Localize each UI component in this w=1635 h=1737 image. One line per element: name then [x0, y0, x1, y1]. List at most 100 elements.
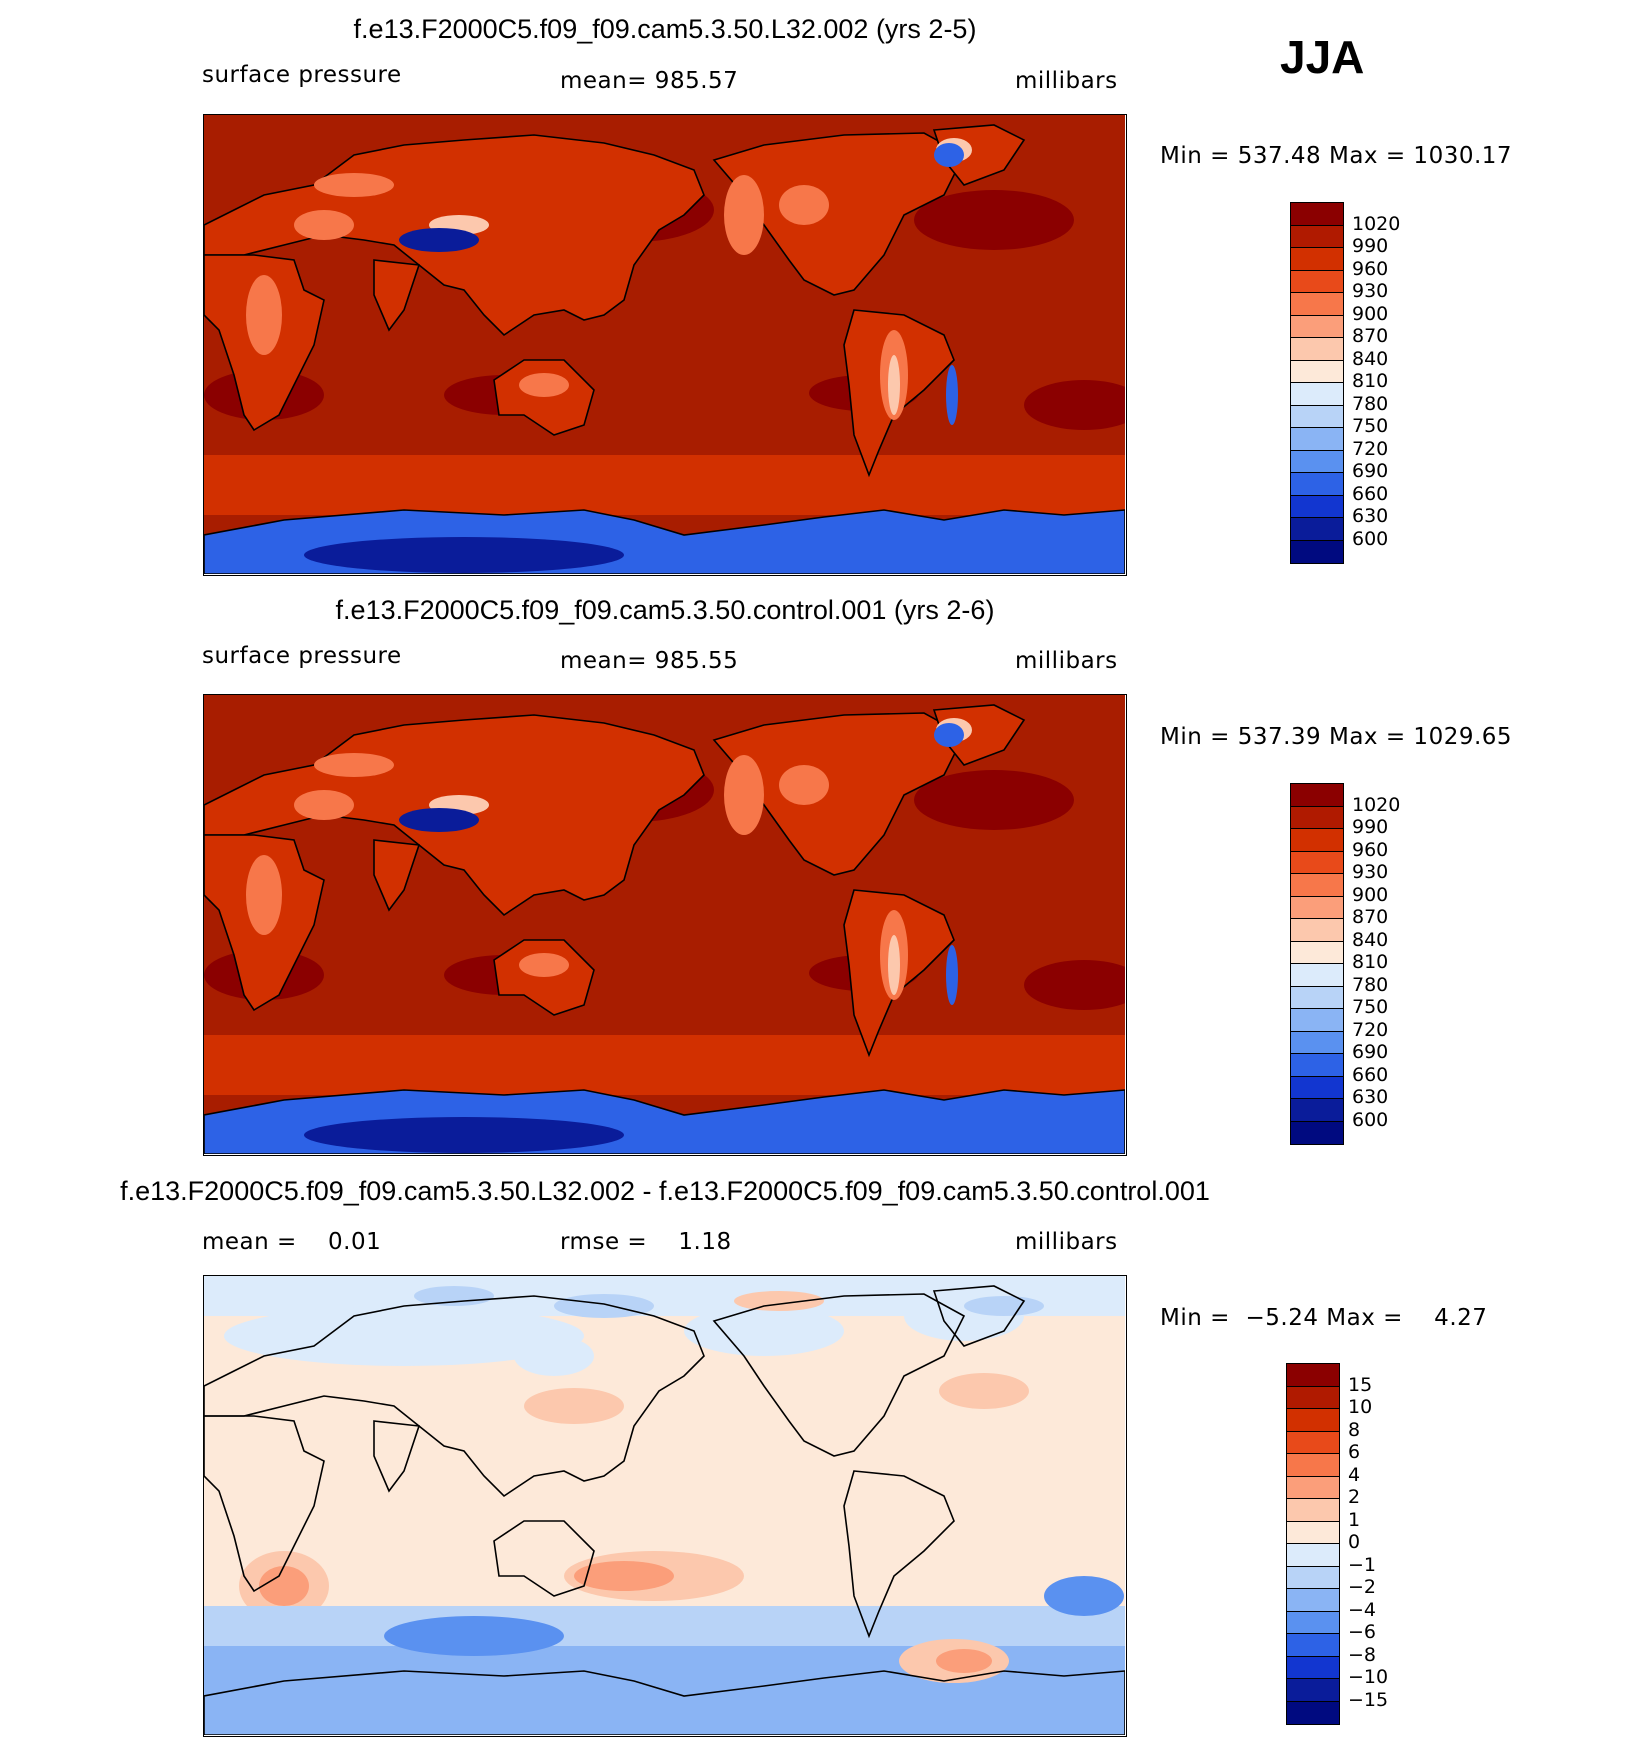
colorbar-tick-label: −8	[1348, 1643, 1377, 1666]
colorbar-swatch	[1291, 1031, 1343, 1054]
colorbar-swatch	[1291, 360, 1343, 383]
negative-anomaly	[1044, 1576, 1124, 1616]
colorbar-swatch	[1291, 874, 1343, 897]
colorbar-swatch	[1291, 293, 1343, 316]
elevated-terrain	[779, 765, 829, 805]
colorbar-swatch	[1287, 1521, 1339, 1544]
colorbar-swatch	[1291, 405, 1343, 428]
eurasia-outline	[204, 1295, 705, 1498]
high-pressure-contour	[1024, 380, 1125, 430]
africa-outline	[204, 1415, 325, 1593]
colorbar-swatch	[1291, 203, 1343, 226]
colorbar-swatch	[1287, 1589, 1339, 1612]
negative-anomaly	[384, 1616, 564, 1656]
colorbar-tick-label: 630	[1352, 1086, 1389, 1108]
elevated-terrain	[314, 173, 394, 197]
panel-2-map	[203, 694, 1127, 1156]
high-pressure-contour	[914, 190, 1074, 250]
positive-anomaly	[574, 1561, 674, 1591]
colorbar-swatch	[1287, 1476, 1339, 1499]
colorbar-tick-label: 1	[1348, 1508, 1361, 1531]
colorbar-swatch	[1291, 338, 1343, 361]
colorbar-swatch	[1287, 1611, 1339, 1634]
colorbar-tick-label: −10	[1348, 1666, 1389, 1688]
panel-1-variable-label: surface pressure	[202, 62, 402, 88]
colorbar-tick-label: −4	[1348, 1598, 1377, 1621]
colorbar-tick-label: 870	[1352, 906, 1389, 928]
panel-2-title: f.e13.F2000C5.f09_f09.cam5.3.50.control.…	[335, 595, 995, 625]
colorbar-tick-label: −1	[1348, 1553, 1377, 1576]
colorbar-swatch	[1291, 518, 1343, 541]
antarctic-outline	[204, 1670, 1125, 1735]
colorbar-tick-label: −2	[1348, 1576, 1377, 1598]
colorbar-swatch	[1287, 1364, 1339, 1387]
india-outline	[373, 1420, 421, 1493]
colorbar-swatch	[1291, 829, 1343, 852]
panel-2-minmax: Min = 537.39 Max = 1029.65	[1160, 724, 1513, 750]
colorbar-tick-label: 15	[1348, 1373, 1373, 1396]
colorbar-tick-label: 690	[1352, 1041, 1389, 1063]
colorbar-swatch	[1291, 383, 1343, 406]
colorbar-tick-label: 780	[1352, 973, 1389, 996]
colorbar-swatch	[1287, 1409, 1339, 1432]
colorbar-swatch	[1291, 248, 1343, 271]
high-terrain	[888, 355, 900, 415]
colorbar-swatch	[1287, 1656, 1339, 1679]
panel-3-minmax: Min = −5.24 Max = 4.27	[1160, 1305, 1488, 1331]
positive-anomaly	[936, 1649, 992, 1673]
panel-3-units-label: millibars	[1015, 1229, 1118, 1255]
negative-anomaly-band	[204, 1606, 1125, 1646]
colorbar-tick-label: 840	[1352, 347, 1389, 370]
colorbar-tick-label: 990	[1352, 235, 1389, 257]
panel-2-variable-label: surface pressure	[202, 643, 402, 669]
panel-3-map	[203, 1275, 1127, 1737]
colorbar-swatch	[1291, 941, 1343, 964]
positive-anomaly	[524, 1388, 624, 1424]
colorbar-swatch	[1291, 986, 1343, 1009]
colorbar-swatch	[1287, 1499, 1339, 1522]
india-landmass	[373, 259, 421, 332]
colorbar-swatch	[1291, 1121, 1343, 1144]
colorbar-swatch	[1291, 851, 1343, 874]
panel-1-mean-label: mean= 985.57	[560, 68, 739, 94]
tibetan-plateau-low	[399, 228, 479, 252]
colorbar-swatch	[1291, 473, 1343, 496]
colorbar-tick-label: 1020	[1352, 793, 1401, 816]
colorbar-swatch	[1287, 1544, 1339, 1567]
colorbar-tick-label: 690	[1352, 460, 1389, 482]
colorbar-tick-label: 1020	[1352, 212, 1401, 235]
panel-1-units-label: millibars	[1015, 68, 1118, 94]
panel-1-title: f.e13.F2000C5.f09_f09.cam5.3.50.L32.002 …	[353, 14, 977, 44]
australia-landmass	[493, 359, 595, 436]
antarctic-plateau-low	[304, 537, 624, 573]
negative-anomaly	[224, 1306, 584, 1366]
southern-ocean-band	[204, 1035, 1125, 1095]
australia-outline	[493, 1520, 595, 1597]
colorbar-swatch	[1291, 919, 1343, 942]
high-pressure-contour	[914, 770, 1074, 830]
samerica-outline	[843, 1470, 955, 1639]
elevated-terrain	[246, 275, 282, 355]
colorbar-tick-label: 4	[1348, 1463, 1361, 1486]
panel-3-mean-label: mean = 0.01	[202, 1229, 382, 1255]
colorbar-tick-label: 810	[1352, 370, 1389, 392]
panel-3-title: f.e13.F2000C5.f09_f09.cam5.3.50.L32.002 …	[120, 1176, 1210, 1206]
panel-1-colorbar	[1290, 202, 1344, 564]
panel-2-surface-pressure-map	[204, 695, 1125, 1154]
colorbar-swatch	[1291, 784, 1343, 807]
colorbar-swatch	[1291, 964, 1343, 987]
high-terrain	[888, 935, 900, 995]
colorbar-swatch	[1291, 225, 1343, 248]
positive-anomaly	[259, 1566, 309, 1606]
greenland-low	[934, 723, 964, 747]
colorbar-swatch	[1291, 806, 1343, 829]
panel-2-colorbar	[1290, 783, 1344, 1145]
colorbar-tick-label: 600	[1352, 527, 1389, 550]
india-landmass	[373, 839, 421, 912]
colorbar-tick-label: 660	[1352, 482, 1389, 505]
colorbar-tick-label: 900	[1352, 883, 1389, 906]
namerica-landmass	[712, 712, 966, 876]
elevated-terrain	[779, 185, 829, 225]
colorbar-swatch	[1287, 1634, 1339, 1657]
colorbar-tick-label: 840	[1352, 928, 1389, 951]
